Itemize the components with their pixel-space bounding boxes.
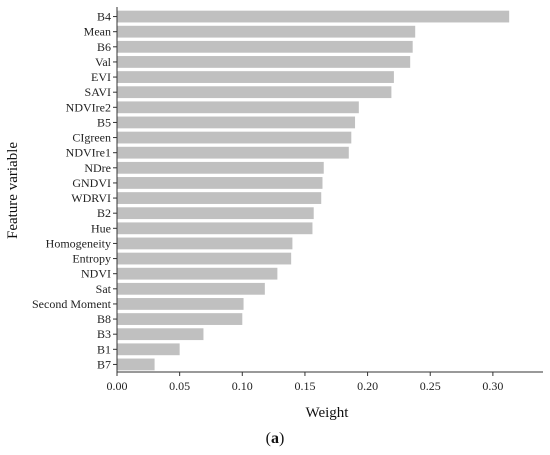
bar-b7 — [117, 358, 155, 371]
bar-val — [117, 56, 411, 68]
bar-b3 — [117, 328, 204, 341]
y-tick-label: Second Moment — [32, 297, 112, 311]
caption-close: ) — [279, 430, 284, 447]
bar-evi — [117, 71, 394, 83]
y-tick-label: CIgreen — [72, 131, 111, 145]
y-tick-label: WDRVI — [71, 191, 111, 205]
bar-sat — [117, 282, 265, 295]
y-tick-label: B3 — [97, 327, 111, 341]
bar-ndvire1 — [117, 146, 349, 159]
bar-mean — [117, 25, 416, 38]
bar-b1 — [117, 343, 180, 356]
x-tick-label: 0.10 — [232, 379, 253, 393]
bar-hue — [117, 222, 313, 235]
x-axis-title: Weight — [306, 405, 350, 421]
y-tick-label: B6 — [97, 40, 111, 54]
y-tick-label: B8 — [97, 312, 111, 326]
y-tick-label: NDVI — [81, 267, 111, 281]
y-tick-label: Sat — [96, 282, 112, 296]
bar-gndvi — [117, 177, 323, 189]
y-tick-label: EVI — [91, 70, 111, 84]
bar-savi — [117, 86, 392, 99]
bar-homogeneity — [117, 237, 293, 250]
y-tick-label: B5 — [97, 115, 111, 129]
bar-b5 — [117, 116, 356, 129]
y-tick-label: GNDVI — [72, 176, 111, 190]
x-tick-label: 0.15 — [294, 379, 315, 393]
x-axis-ticks — [116, 372, 494, 376]
bar-b8 — [117, 313, 243, 325]
bar-second-moment — [117, 298, 244, 310]
bar-b6 — [117, 40, 413, 53]
bar-entropy — [117, 252, 292, 265]
bar-ndre — [117, 161, 324, 174]
bar-ndvire2 — [117, 101, 359, 114]
y-tick-label: B1 — [97, 342, 111, 356]
y-tick-label: Entropy — [72, 252, 111, 266]
bar-b2 — [117, 207, 314, 220]
bar-wdrvi — [117, 192, 322, 204]
x-tick-label: 0.20 — [357, 379, 378, 393]
y-axis-ticks — [113, 16, 117, 365]
y-tick-label: NDre — [84, 161, 111, 175]
y-axis-title: Feature variable — [5, 142, 21, 239]
x-tick-label: 0.00 — [107, 379, 128, 393]
bar-cigreen — [117, 131, 352, 144]
caption-letter: a — [271, 430, 279, 447]
y-tick-label: Hue — [91, 221, 111, 235]
bar-ndvi — [117, 267, 278, 280]
y-tick-label: NDVIre2 — [66, 100, 111, 114]
caption-open: ( — [266, 430, 271, 447]
y-tick-label: B4 — [97, 10, 111, 24]
x-tick-label: 0.30 — [482, 379, 503, 393]
x-tick-label: 0.25 — [420, 379, 441, 393]
y-tick-label: Mean — [84, 25, 111, 39]
y-tick-label: B2 — [97, 206, 111, 220]
figure-caption: (a) — [266, 430, 285, 447]
bars-group — [117, 10, 510, 371]
y-tick-label: B7 — [97, 357, 111, 371]
x-tick-label: 0.05 — [169, 379, 190, 393]
x-axis-tick-labels: 0.00 0.05 0.10 0.15 0.20 0.25 0.30 — [107, 379, 504, 393]
y-tick-label: NDVIre1 — [66, 146, 111, 160]
y-tick-label: SAVI — [85, 85, 111, 99]
y-tick-label: Val — [95, 55, 112, 69]
y-tick-label: Homogeneity — [46, 236, 111, 250]
bar-b4 — [117, 10, 510, 23]
